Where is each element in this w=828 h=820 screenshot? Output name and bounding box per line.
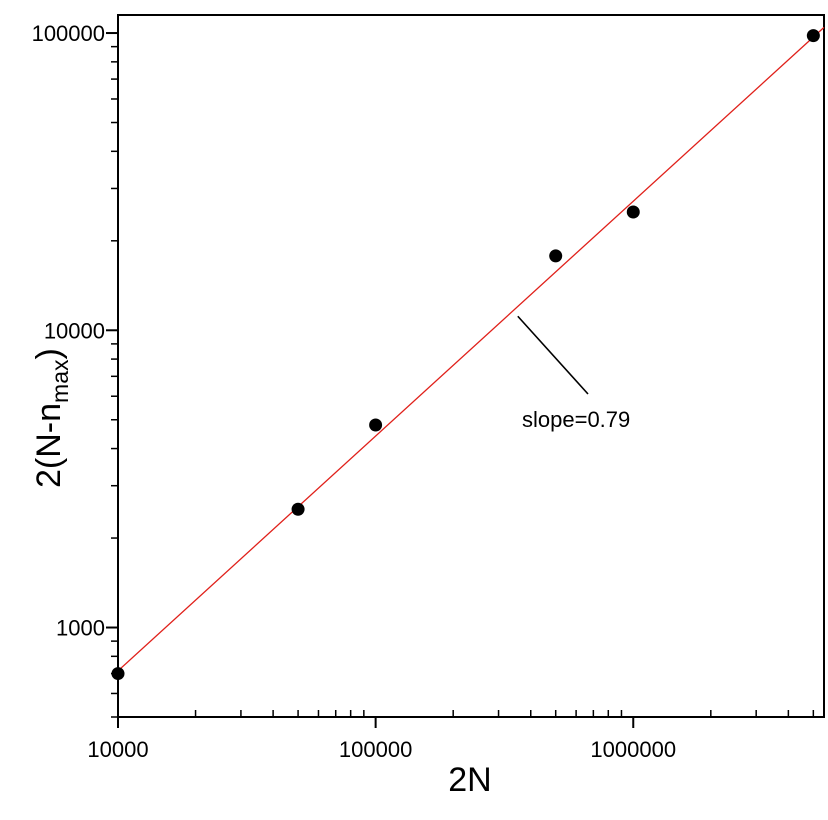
data-point (111, 667, 125, 681)
y-tick-label: 1000 (56, 616, 105, 641)
x-minor-ticks (194, 710, 815, 717)
annotation-leader-line (517, 315, 589, 395)
y-axis-title-main: 2(N-n (30, 403, 68, 488)
fit-line-layer (117, 26, 825, 672)
x-axis-title: 2N (448, 761, 491, 799)
y-axis-title-subscript: max (47, 359, 73, 403)
y-tick-label: 100000 (32, 21, 105, 46)
data-point (549, 249, 563, 263)
y-tick-label: 10000 (44, 318, 105, 343)
x-axis-ticks: 10000 100000 1000000 (87, 717, 676, 762)
x-tick-label: 100000 (339, 737, 412, 762)
fit-line (117, 26, 825, 672)
data-point (291, 502, 305, 516)
data-point (806, 29, 820, 43)
y-axis-title-close: ) (30, 348, 68, 359)
annotation-layer: slope=0.79 (517, 315, 630, 432)
data-point (626, 205, 640, 219)
y-minor-ticks (111, 45, 118, 718)
data-points-layer (111, 29, 820, 681)
x-tick-label: 1000000 (590, 737, 676, 762)
plot-frame (117, 14, 825, 718)
y-axis-title: 2(N-nmax) (30, 348, 73, 488)
data-point (369, 418, 383, 432)
x-tick-label: 10000 (87, 737, 148, 762)
annotation-slope-label: slope=0.79 (522, 407, 630, 432)
y-axis-ticks: 1000 10000 100000 (32, 21, 118, 641)
